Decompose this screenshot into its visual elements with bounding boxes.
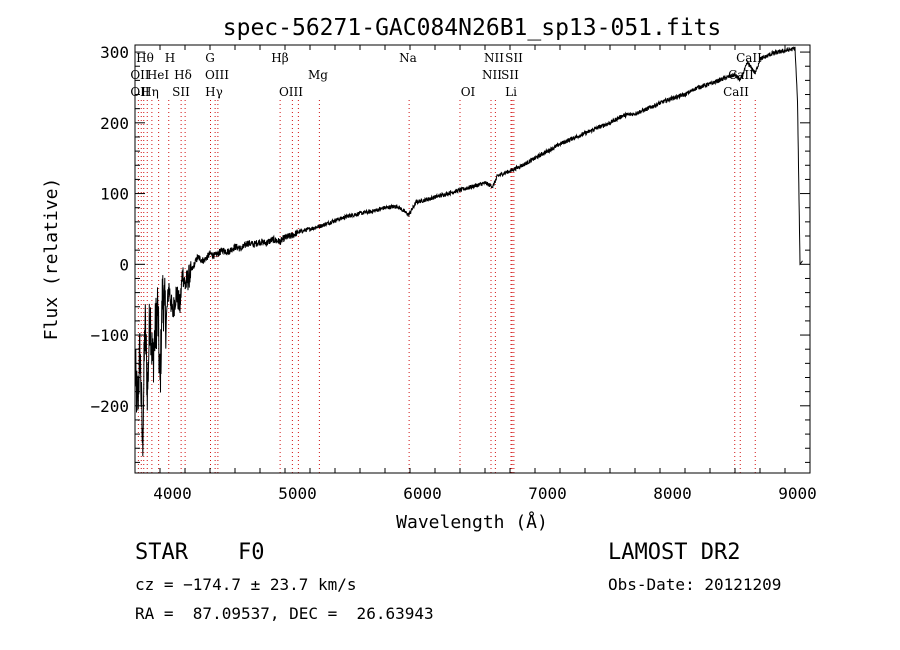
line-label-1-6: SII: [501, 68, 519, 82]
observation-date: Obs-Date: 20121209: [608, 575, 782, 594]
line-label-0-5: NII: [484, 51, 504, 65]
line-label-0-4: Na: [399, 51, 417, 65]
spectrum-line: [134, 46, 803, 457]
line-label-1-2: Hδ: [174, 68, 192, 82]
line-label-2-3: Hγ: [205, 85, 223, 99]
line-label-0-7: CaII: [736, 51, 762, 65]
x-tick-label: 6000: [403, 484, 442, 503]
line-label-2-1: Hη: [141, 85, 159, 99]
line-label-2-5: OI: [461, 85, 476, 99]
line-label-1-3: OIII: [205, 68, 229, 82]
line-label-0-2: G: [205, 51, 215, 65]
x-tick-label: 4000: [153, 484, 192, 503]
line-label-0-6: SII: [505, 51, 523, 65]
line-label-2-6: Li: [505, 85, 517, 99]
x-tick-label: 8000: [653, 484, 692, 503]
object-class: STAR: [135, 540, 188, 565]
x-axis: 4000 5000 6000 7000 8000 9000: [134, 45, 817, 503]
y-tick-label: 0: [119, 255, 129, 274]
y-tick-label: 300: [100, 43, 129, 62]
line-label-0-1: H: [165, 51, 175, 65]
y-axis-label: Flux (relative): [41, 178, 62, 341]
line-label-1-4: Mg: [308, 68, 328, 82]
line-label-1-1: HeI: [147, 68, 170, 82]
chart-title: spec-56271-GAC084N26B1_sp13-051.fits: [223, 15, 722, 41]
line-label-2-7: CaII: [723, 85, 749, 99]
line-label-0-3: Hβ: [271, 51, 288, 65]
line-label-2-4: OIII: [279, 85, 303, 99]
x-tick-label: 5000: [278, 484, 317, 503]
x-tick-label: 9000: [778, 484, 817, 503]
redshift-text: cz = −174.7 ± 23.7 km/s: [135, 575, 357, 594]
y-tick-label: 200: [100, 114, 129, 133]
x-tick-label: 7000: [528, 484, 567, 503]
line-label-0-0: Hθ: [136, 51, 154, 65]
x-axis-label: Wavelength (Å): [396, 511, 548, 533]
y-axis: −200 −100 0 100 200 300: [90, 43, 810, 463]
line-label-2-2: SII: [172, 85, 190, 99]
y-tick-label: 100: [100, 185, 129, 204]
object-subclass: F0: [238, 540, 265, 565]
plot-frame: [134, 44, 811, 474]
spectral-line-markers: [137, 100, 756, 473]
y-tick-label: −200: [90, 397, 129, 416]
line-label-1-7: CaII: [728, 68, 754, 82]
line-label-1-5: NII: [482, 68, 502, 82]
survey-name: LAMOST DR2: [608, 540, 741, 565]
coordinates-text: RA = 87.09537, DEC = 26.63943: [135, 604, 434, 623]
y-tick-label: −100: [90, 326, 129, 345]
